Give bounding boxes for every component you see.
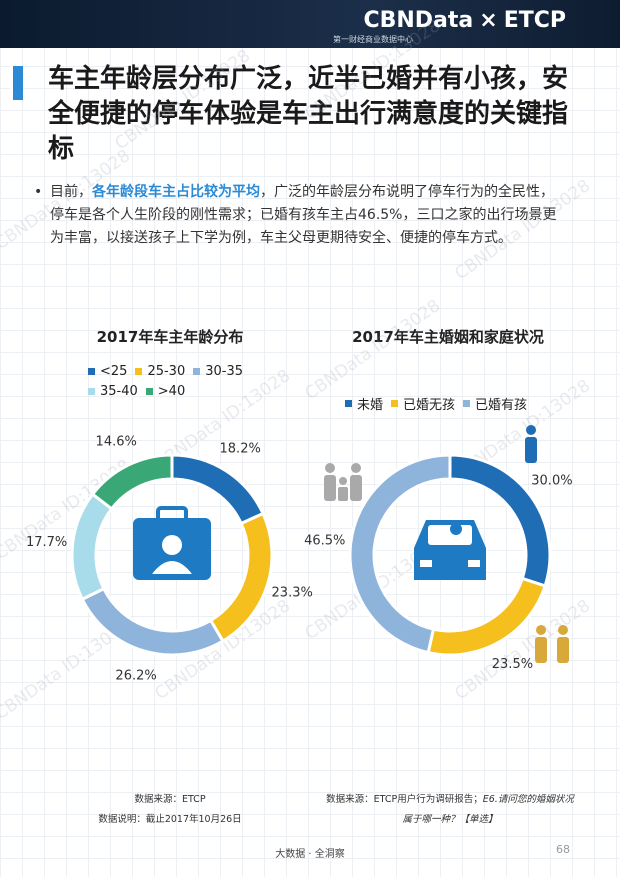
page-title: 车主年龄层分布广泛，近半已婚并有小孩，安全便捷的停车体验是车主出行满意度的关键指…: [48, 64, 569, 164]
legend-label: 30-35: [205, 364, 243, 379]
question: E6.请问您的婚姻状况属于哪一种？【单选】: [402, 794, 574, 825]
legend: <25 25-30 30-35 35-40 >40: [88, 364, 278, 404]
legend-swatch: [463, 400, 471, 407]
chart-title: 2017年车主年龄分布: [96, 328, 244, 346]
note: 数据说明：截止2017年10月26日: [98, 814, 242, 825]
legend-swatch: [193, 368, 201, 375]
single-icon: [525, 425, 537, 463]
legend-item: 已婚无孩: [391, 394, 455, 413]
header-band: [0, 0, 620, 48]
family-icon: [324, 463, 362, 501]
legend-swatch: [88, 368, 95, 375]
legend-item: 未婚: [345, 394, 383, 413]
source: 数据来源：ETCP: [134, 794, 206, 805]
legend-swatch: [391, 400, 399, 407]
brand: CBNData × ETCP: [363, 8, 572, 33]
bullet-rest: ，广泛的年龄层分布说明了停车行为的全民性，停车是各个人生阶段的刚性需求；已婚有孩…: [50, 184, 557, 246]
legend-label: 已婚无孩: [403, 398, 456, 413]
chart-title: 2017年车主婚姻和家庭状况: [352, 328, 544, 346]
bullet-highlight: 各年龄段车主占比较为平均: [92, 184, 260, 200]
legend-swatch: [345, 400, 352, 407]
car-icon: [414, 520, 486, 580]
legend-item: >40: [145, 384, 186, 399]
partner-name: ETCP: [503, 8, 566, 33]
source-left: 数据来源：ETCP 数据说明：截止2017年10月26日: [70, 790, 270, 830]
legend-label: 未婚: [357, 398, 384, 413]
bullet-marker: •: [34, 184, 43, 200]
brand-subtitle: 第一财经商业数据中心: [333, 35, 413, 44]
data-label: 17.7%: [26, 535, 67, 550]
legend-label: 已婚有孩: [475, 398, 528, 413]
bullet-text: • 目前，各年龄段车主占比较为平均，广泛的年龄层分布说明了停车行为的全民性，停车是…: [34, 181, 560, 250]
brand-name: CBNData: [363, 8, 474, 33]
footer: 大数据 · 全洞察: [275, 849, 345, 860]
id-card-icon: [133, 506, 211, 580]
legend-swatch: [88, 388, 95, 395]
legend-item: <25: [88, 364, 127, 379]
legend-swatch: [145, 388, 153, 395]
data-label: 23.3%: [272, 585, 313, 600]
watermark: CBNData ID:13028: [451, 176, 594, 284]
watermark: CBNData ID:13028: [301, 16, 444, 124]
data-label: 14.6%: [96, 435, 137, 450]
bullet-lead: 目前，: [50, 184, 92, 200]
brand-times: ×: [479, 8, 498, 33]
legend-item: 25-30: [135, 364, 185, 379]
watermark: CBNData ID:13028: [301, 296, 444, 404]
watermark: CBNData ID:13028: [0, 146, 134, 254]
donut-segment: [348, 453, 452, 655]
legend-item: 35-40: [88, 384, 138, 399]
legend-item: 已婚有孩: [463, 394, 527, 413]
legend-swatch: [135, 368, 143, 375]
data-label: 46.5%: [304, 534, 345, 549]
legend-label: >40: [157, 384, 186, 399]
legend-label: 35-40: [100, 384, 138, 399]
data-label: 30.0%: [531, 473, 572, 488]
legend: 未婚 已婚无孩 已婚有孩: [345, 394, 585, 418]
data-label: 23.5%: [492, 657, 533, 672]
legend-item: 30-35: [193, 364, 243, 379]
legend-label: <25: [100, 364, 128, 379]
donut-segment: [90, 453, 174, 511]
title-bar: [10, 66, 23, 100]
data-label: 26.2%: [115, 668, 156, 683]
source: 数据来源：ETCP用户行为调研报告；: [326, 794, 483, 805]
data-label: 18.2%: [220, 442, 261, 457]
watermark: CBNData ID:13028: [111, 46, 254, 154]
source-right: 数据来源：ETCP用户行为调研报告；E6.请问您的婚姻状况属于哪一种？【单选】: [325, 790, 575, 830]
page-number: 68: [556, 843, 570, 856]
legend-label: 25-30: [147, 364, 186, 379]
couple-icon: [535, 625, 569, 663]
